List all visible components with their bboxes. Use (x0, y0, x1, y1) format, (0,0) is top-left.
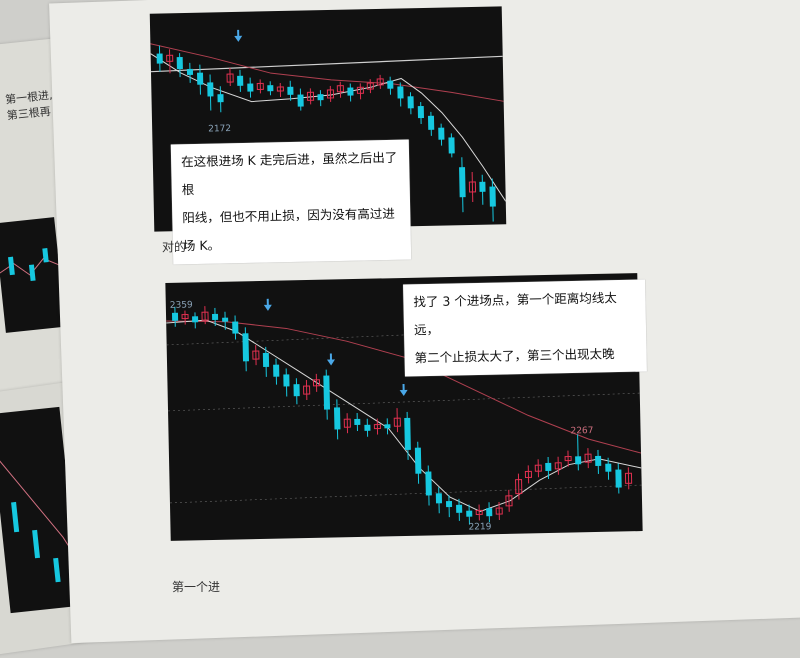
candle-body (397, 86, 403, 98)
candle-body (595, 456, 601, 466)
bottom-chart-note-line-1: 找了 3 个进场点，第一个距离均线太远， (413, 284, 636, 345)
top-chart-note-line-1: 在这根进场 K 走完后进，虽然之后出了根 (181, 144, 400, 205)
candle-wick (397, 408, 398, 432)
candle-body (317, 94, 323, 100)
candle-body (425, 471, 432, 495)
top-chart-entry-arrow (234, 30, 242, 42)
candle-body (489, 187, 495, 207)
candle-body (415, 448, 422, 474)
candle-wick (518, 474, 519, 500)
candle-body (294, 384, 300, 396)
candle-body (323, 376, 330, 410)
candle-body (486, 508, 492, 516)
candle-body (192, 316, 198, 322)
candle-body (605, 464, 611, 472)
candle-body (263, 353, 269, 367)
top-chart-note: 在这根进场 K 走完后进，虽然之后出了根 阳线，但也不用止损，因为没有高过进场 … (171, 140, 411, 265)
candle-body (347, 87, 353, 95)
bottom-chart-low-label: 2219 (468, 522, 491, 532)
candle-body (177, 57, 183, 69)
candle-body (157, 53, 163, 63)
bottom-chart-caption: 第一个进 (172, 578, 220, 595)
candle-body (354, 419, 360, 425)
candle-body (448, 137, 454, 153)
candle-body (364, 425, 370, 431)
candle-body (466, 511, 472, 517)
bottom-chart-peak-label: 2267 (570, 426, 593, 436)
top-chart-caption: 对的 (162, 238, 186, 255)
bottom-chart-grid-3 (170, 485, 642, 503)
candle-body (287, 87, 293, 95)
candle-body (408, 96, 414, 108)
candle-body (187, 69, 193, 75)
candle-body (232, 321, 238, 333)
candle-body (418, 106, 424, 118)
candle-body (545, 463, 551, 471)
candle-body (212, 314, 218, 320)
top-chart-note-line-2: 阳线，但也不用止损，因为没有高过进场 K。 (182, 200, 401, 261)
candle-body (283, 374, 289, 386)
candle-body (273, 365, 279, 377)
candle-body (217, 94, 223, 102)
candle-body (456, 505, 462, 513)
candle-body (479, 182, 485, 192)
left-sheet-chart-top-svg (0, 217, 66, 333)
candle-body (247, 84, 253, 92)
top-chart-ma-long (150, 36, 503, 108)
bottom-chart-note-line-2: 第二个止损太大了，第三个出现太晚 (414, 340, 637, 373)
candle-body (297, 95, 303, 107)
candle-body (334, 407, 340, 429)
candle-body (197, 73, 203, 85)
left-sheet-text: 第一根进, 第三根再 (4, 88, 55, 125)
candle-body (438, 128, 444, 140)
bottom-chart-high-label: 2359 (170, 300, 193, 310)
candle-body (615, 469, 621, 487)
candle-body (404, 418, 411, 450)
candle-body (384, 424, 390, 428)
candle-body (267, 85, 273, 91)
bottom-chart-arrow-1 (264, 299, 272, 311)
candle-body (172, 313, 178, 321)
candle-body (446, 501, 452, 507)
bottom-chart-note: 找了 3 个进场点，第一个距离均线太远， 第二个止损太大了，第三个出现太晚 (403, 279, 647, 376)
candle-body (387, 81, 393, 89)
candle-body (459, 167, 466, 197)
candle-body (222, 318, 228, 322)
top-chart-level-line (151, 56, 503, 71)
bottom-chart-arrow-2 (327, 353, 335, 365)
bottom-chart-arrow-3 (400, 384, 408, 396)
candle-body (575, 456, 581, 464)
candle-body (207, 82, 213, 96)
candle-wick (472, 172, 473, 202)
candle-body (436, 493, 442, 503)
candle-body (242, 333, 249, 361)
candle-body (237, 76, 243, 86)
top-chart-low-label: 2172 (208, 124, 231, 134)
left-sheet-chart-top (0, 217, 66, 333)
candle-wick (578, 434, 579, 470)
candle-body (428, 116, 434, 130)
